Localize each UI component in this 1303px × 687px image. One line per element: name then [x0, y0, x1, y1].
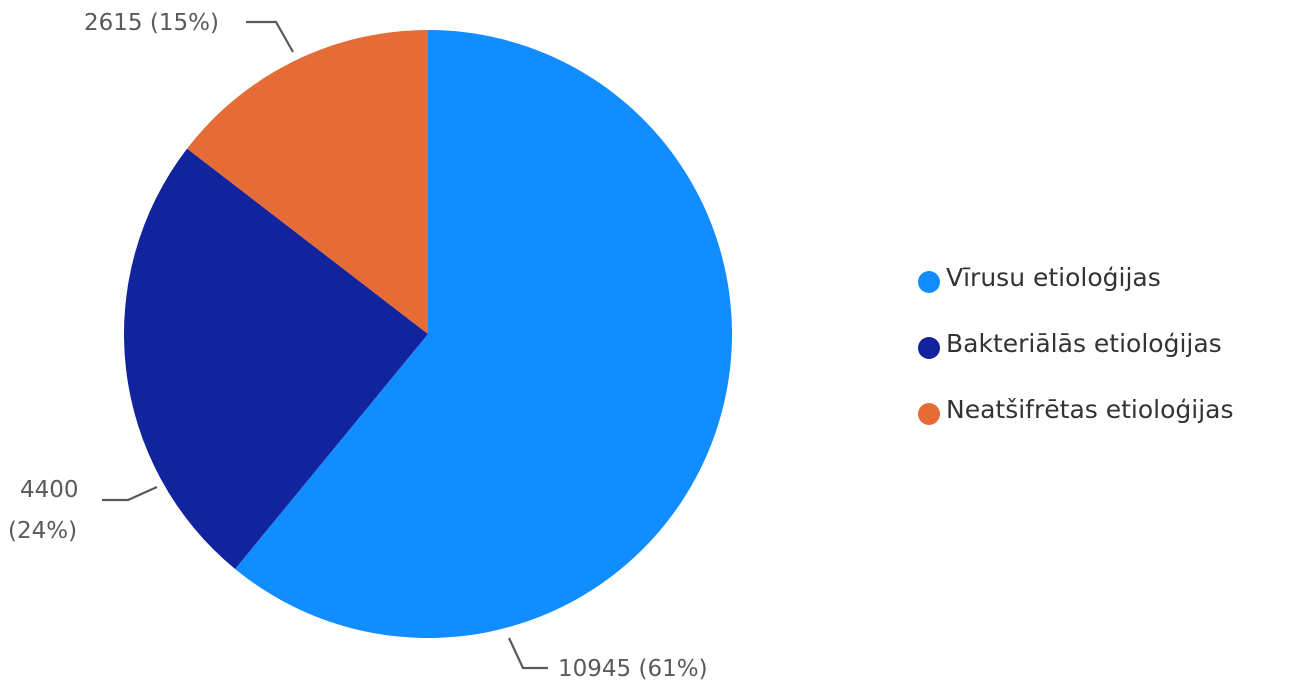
pie-slice-virusu[interactable]: [235, 30, 732, 638]
data-label-bakterialas-value: 4400: [20, 477, 79, 503]
legend-marker-neatsifretas: [918, 403, 940, 425]
pie-slice-bakterialas[interactable]: [124, 148, 429, 569]
data-label-bakterialas-percent: (24%): [8, 518, 77, 544]
legend-label-bakterialas: Bakteriālās etioloģijas: [946, 328, 1222, 358]
pie-slice-neatsifretas[interactable]: [187, 30, 428, 334]
pie-slices: [124, 30, 732, 638]
legend-item-neatsifretas[interactable]: Neatšifrētas etioloģijas: [918, 376, 1234, 442]
legend-label-neatsifretas: Neatšifrētas etioloģijas: [946, 394, 1234, 424]
legend: Vīrusu etioloģijas Bakteriālās etioloģij…: [918, 244, 1234, 442]
legend-item-virusu[interactable]: Vīrusu etioloģijas: [918, 244, 1234, 310]
leader-line-bakterialas: [102, 485, 158, 502]
legend-item-bakterialas[interactable]: Bakteriālās etioloģijas: [918, 310, 1234, 376]
leader-line-virusu: [508, 637, 548, 670]
legend-marker-bakterialas: [918, 337, 940, 359]
legend-label-virusu: Vīrusu etioloģijas: [946, 262, 1161, 292]
data-label-neatsifretas: 2615 (15%): [84, 10, 219, 36]
leader-line-neatsifretas: [246, 20, 294, 53]
data-label-virusu: 10945 (61%): [558, 656, 708, 682]
legend-marker-virusu: [918, 271, 940, 293]
